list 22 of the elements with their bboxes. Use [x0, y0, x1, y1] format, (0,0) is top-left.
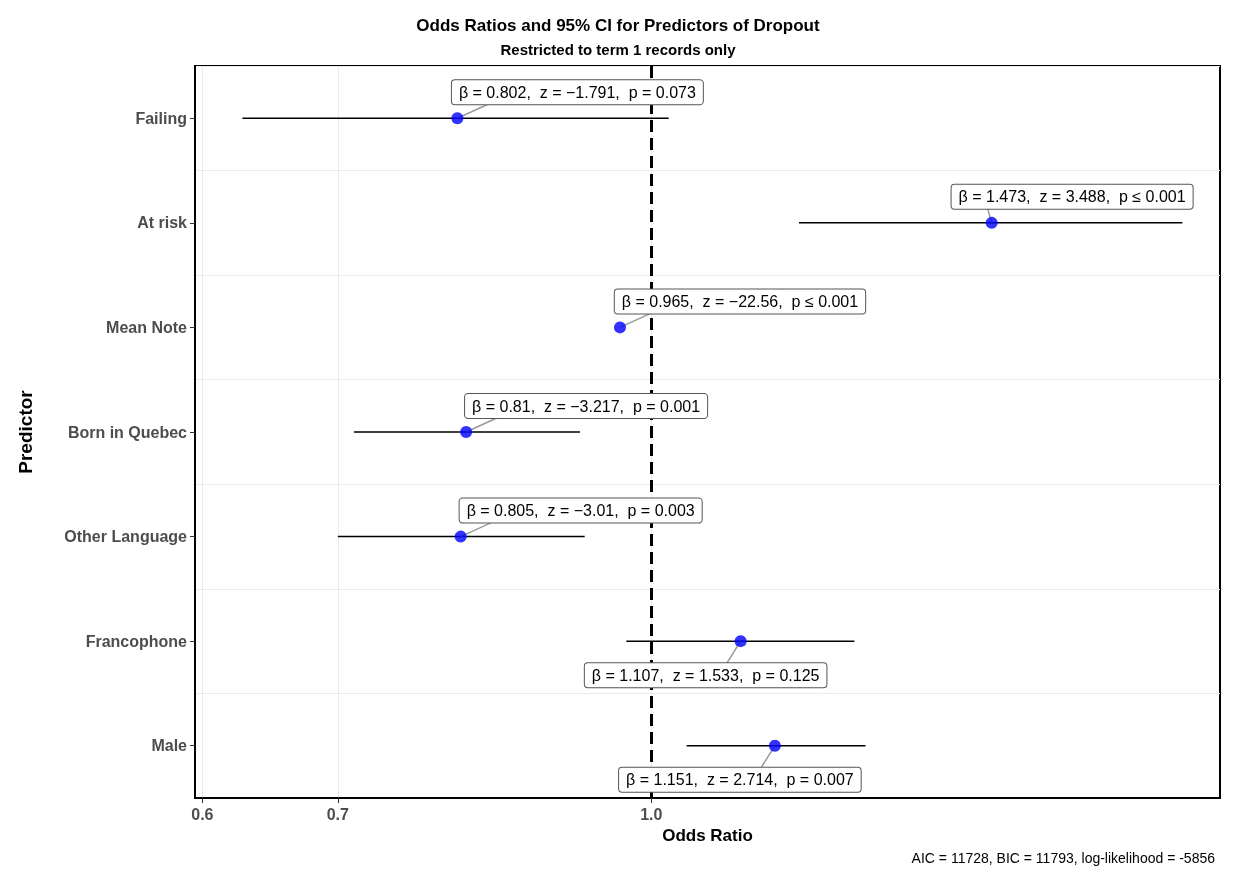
y-axis-title: Predictor — [15, 389, 36, 474]
y-tick-label: Other Language — [64, 528, 188, 546]
annotation: β = 0.81, z = −3.217, p = 0.001 — [472, 397, 701, 415]
annotation: β = 1.473, z = 3.488, p ≤ 0.001 — [958, 188, 1186, 206]
y-tick-label: Failing — [135, 109, 187, 127]
y-tick-label: Mean Note — [106, 318, 188, 336]
y-tick-label: Francophone — [85, 632, 188, 650]
chart-title: Odds Ratios and 95% CI for Predictors of Dropout — [416, 16, 820, 35]
y-tick-label: Born in Quebec — [67, 423, 188, 441]
annotation: β = 1.107, z = 1.533, p = 0.125 — [591, 666, 820, 684]
annotation: β = 0.805, z = −3.01, p = 0.003 — [466, 502, 695, 520]
y-tick-label: Male — [151, 737, 188, 755]
text: AIC = 11728, BIC = 11793, log-likelihood = -5856 — [911, 850, 1216, 866]
x-tick-label: 0.7 — [326, 805, 350, 823]
x-axis-title: Odds Ratio — [662, 825, 753, 845]
x-tick-label: 1.0 — [640, 805, 663, 823]
annotation: β = 0.802, z = −1.791, p = 0.073 — [458, 83, 696, 101]
annotation: β = 1.151, z = 2.714, p = 0.007 — [626, 771, 854, 789]
annotation: β = 0.965, z = −22.56, p ≤ 0.001 — [621, 292, 859, 310]
chart-subtitle: Restricted to term 1 records only — [500, 41, 737, 58]
y-tick-label: At risk — [137, 214, 188, 232]
x-tick-label: 0.6 — [191, 805, 214, 823]
